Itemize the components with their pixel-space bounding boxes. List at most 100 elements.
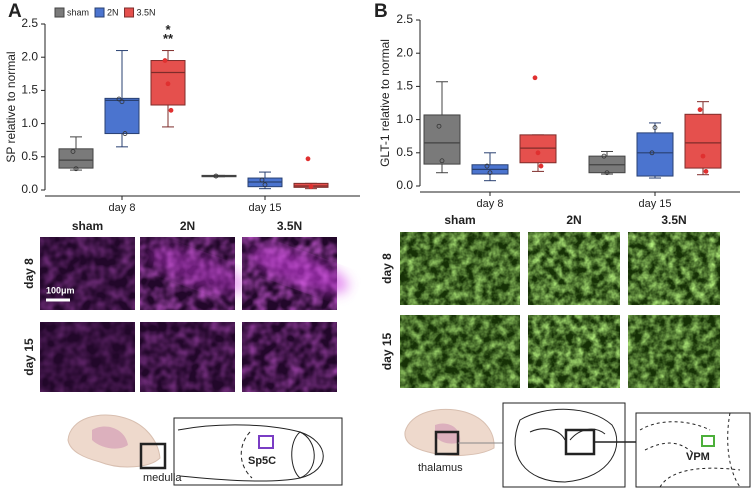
y-tick-label: 0.0 xyxy=(396,178,413,192)
y-tick-label: 2.5 xyxy=(21,16,38,30)
data-point xyxy=(213,173,219,179)
y-tick-label: 1.0 xyxy=(21,116,38,130)
micrograph xyxy=(400,315,520,388)
significance: * xyxy=(165,22,171,37)
box xyxy=(519,134,557,164)
micrograph-texture xyxy=(140,237,235,310)
data-point xyxy=(439,158,445,164)
x-tick-label: day 15 xyxy=(248,202,281,214)
y-tick-label: 1.5 xyxy=(21,83,38,97)
data-point xyxy=(262,182,268,188)
diagram-label: VPM xyxy=(686,451,710,463)
box xyxy=(423,114,461,165)
diagram-thalamus xyxy=(404,402,751,488)
data-point xyxy=(436,123,442,129)
x-tick-label: day 15 xyxy=(638,198,671,210)
data-point xyxy=(652,125,658,130)
y-axis-label: GLT-1 relative to normal xyxy=(378,39,392,167)
micrograph-texture xyxy=(400,232,520,305)
legend-label: sham xyxy=(67,7,89,17)
box xyxy=(684,113,722,169)
column-label: 3.5N xyxy=(661,213,686,227)
data-point xyxy=(532,75,538,81)
micrograph xyxy=(242,237,349,310)
scale-bar-label: 100μm xyxy=(46,285,75,295)
diagram-label: thalamus xyxy=(418,462,463,474)
x-tick-label: day 8 xyxy=(477,198,504,210)
data-point xyxy=(538,163,544,169)
legend-swatch xyxy=(94,7,105,18)
data-point xyxy=(601,153,607,159)
data-point xyxy=(703,168,709,174)
y-tick-label: 0.5 xyxy=(21,149,38,163)
micrograph-texture xyxy=(628,232,720,305)
data-point xyxy=(604,170,610,176)
micrograph-texture xyxy=(242,237,337,310)
panel-label: A xyxy=(8,1,22,22)
column-label: 2N xyxy=(566,213,581,227)
micrograph xyxy=(528,232,620,305)
legend-swatch xyxy=(124,7,135,18)
micrograph xyxy=(140,322,235,392)
y-tick-label: 1.5 xyxy=(396,79,413,93)
data-point xyxy=(168,107,174,113)
data-point xyxy=(649,150,655,156)
data-point xyxy=(535,150,541,156)
y-tick-label: 2.5 xyxy=(396,12,413,26)
micrograph-texture xyxy=(40,237,135,310)
diagram-medulla xyxy=(67,414,343,486)
micrograph xyxy=(528,315,620,388)
micrograph xyxy=(628,315,720,388)
data-point xyxy=(122,131,128,136)
micrograph-texture xyxy=(528,232,620,305)
micrograph-texture xyxy=(242,322,337,392)
data-point xyxy=(697,107,703,113)
data-point xyxy=(484,163,490,169)
micrograph xyxy=(242,322,337,392)
micrograph-texture xyxy=(140,322,235,392)
panel-label: B xyxy=(374,1,388,22)
micrograph xyxy=(40,322,135,392)
data-point xyxy=(259,177,265,183)
y-tick-label: 0.5 xyxy=(396,145,413,159)
column-label: sham xyxy=(72,219,103,233)
significance: ** xyxy=(163,31,174,46)
column-label: sham xyxy=(444,213,475,227)
row-label: day 15 xyxy=(22,338,36,376)
row-label: day 8 xyxy=(380,253,394,284)
y-axis-label: SP relative to normal xyxy=(4,51,18,162)
micrograph-texture xyxy=(628,315,720,388)
data-point xyxy=(119,99,125,105)
micrograph-texture xyxy=(528,315,620,388)
data-point xyxy=(305,156,311,162)
data-point xyxy=(700,153,706,159)
diagram-label: Sp5C xyxy=(248,455,276,467)
data-point xyxy=(487,170,493,176)
data-point xyxy=(70,149,76,154)
box xyxy=(104,97,140,135)
box xyxy=(58,148,94,169)
y-tick-label: 0.0 xyxy=(21,182,38,196)
data-point xyxy=(116,96,122,102)
diagram-label: medulla xyxy=(143,472,182,484)
micrograph xyxy=(400,232,520,305)
data-point xyxy=(165,81,171,87)
y-tick-label: 2.0 xyxy=(396,45,413,59)
column-label: 3.5N xyxy=(277,219,302,233)
box xyxy=(636,132,674,177)
micrograph-texture xyxy=(400,315,520,388)
legend-label: 3.5N xyxy=(137,7,156,17)
legend-label: 2N xyxy=(107,7,119,17)
micrograph xyxy=(628,232,720,305)
data-point xyxy=(308,184,314,190)
column-label: 2N xyxy=(180,219,195,233)
data-point xyxy=(73,166,79,172)
row-label: day 8 xyxy=(22,258,36,289)
data-point xyxy=(162,58,168,63)
legend-swatch xyxy=(54,7,65,18)
x-tick-label: day 8 xyxy=(109,202,136,214)
row-label: day 15 xyxy=(380,332,394,370)
micrograph xyxy=(140,237,247,310)
y-tick-label: 2.0 xyxy=(21,49,38,63)
